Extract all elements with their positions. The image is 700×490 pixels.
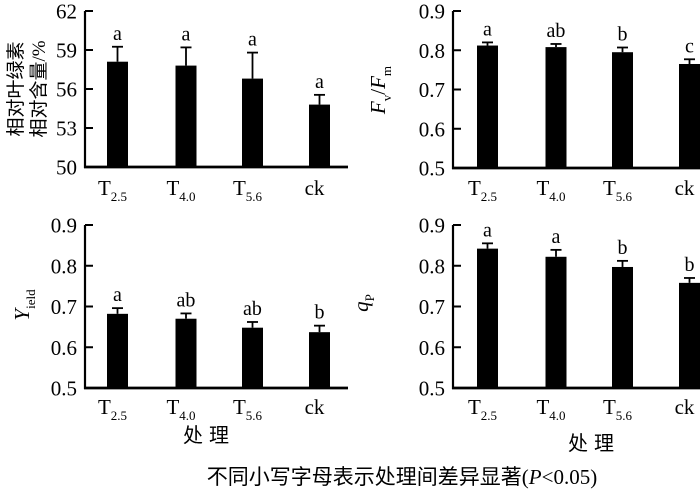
y-tick-label: 59 bbox=[56, 39, 77, 63]
x-tick-label: ck bbox=[305, 395, 325, 419]
sig-letter: a bbox=[113, 23, 122, 45]
x-tick-label: T2.5 bbox=[98, 395, 127, 423]
y-tick-label: 0.5 bbox=[419, 157, 445, 181]
y-axis-label: Yield bbox=[10, 289, 38, 321]
y-tick-label: 62 bbox=[56, 0, 77, 24]
sig-letter: c bbox=[685, 35, 694, 57]
y-tick-label: 0.8 bbox=[419, 254, 445, 278]
bar-T5.6 bbox=[242, 78, 263, 167]
x-tick-label: T5.6 bbox=[233, 395, 263, 423]
sig-letter: a bbox=[315, 71, 324, 93]
sig-letter: b bbox=[618, 24, 628, 46]
x-tick-label: T4.0 bbox=[536, 395, 565, 423]
y-tick-label: 56 bbox=[56, 78, 77, 102]
sig-letter: a bbox=[483, 219, 492, 241]
sig-letter: a bbox=[113, 284, 122, 306]
x-tick-label: ck bbox=[675, 395, 695, 419]
svg-text:相对叶绿素: 相对叶绿素 bbox=[5, 41, 27, 136]
x-axis-label: 处理 bbox=[183, 424, 235, 447]
y-tick-label: 0.8 bbox=[419, 39, 445, 63]
svg-text:相对含量/%: 相对含量/% bbox=[28, 40, 50, 137]
caption-suffix: <0.05) bbox=[541, 465, 598, 489]
sig-letter: a bbox=[552, 226, 561, 248]
caption-prefix: 不同小写字母表示处理间差异显著( bbox=[206, 465, 529, 489]
panel-bottom-right: 0.5 0.6 0.7 0.8 0.9 a T2.5 a T4.0 b T5.6 b ck qP 处理 bbox=[349, 214, 700, 455]
y-tick-label: 0.9 bbox=[419, 214, 445, 238]
x-tick-label: T4.0 bbox=[536, 176, 565, 204]
x-tick-label: ck bbox=[675, 176, 695, 200]
bar-T4.0 bbox=[175, 65, 197, 167]
y-tick-label: 0.9 bbox=[51, 214, 77, 238]
x-tick-label: T5.6 bbox=[233, 176, 263, 204]
sig-letter: a bbox=[483, 18, 492, 40]
x-tick-label: T2.5 bbox=[98, 176, 127, 204]
bar-T2.5 bbox=[477, 248, 498, 388]
y-tick-label: 0.5 bbox=[419, 377, 445, 401]
y-tick-label: 0.7 bbox=[419, 78, 445, 102]
svg-text:qP: qP bbox=[349, 294, 377, 312]
y-tick-label: 0.6 bbox=[419, 336, 445, 360]
caption-p-variable: P bbox=[528, 465, 542, 489]
sig-letter: a bbox=[248, 29, 257, 51]
y-tick-label: 0.8 bbox=[51, 254, 77, 278]
bar-ck bbox=[679, 282, 700, 388]
bar-T2.5 bbox=[107, 313, 128, 388]
sig-letter: b bbox=[685, 254, 695, 276]
bar-T4.0 bbox=[545, 256, 567, 388]
x-tick-label: T2.5 bbox=[468, 395, 497, 423]
x-tick-label: T2.5 bbox=[468, 176, 497, 204]
bar-T2.5 bbox=[477, 45, 498, 168]
x-tick-label: T5.6 bbox=[603, 395, 633, 423]
y-tick-label: 0.9 bbox=[419, 0, 445, 24]
bar-T4.0 bbox=[545, 47, 567, 168]
y-tick-label: 0.6 bbox=[51, 336, 77, 360]
panel-top-left: 50 53 56 59 62 a T2.5 a T4.0 a T5.6 a ck 相对叶绿素 相对含量/% bbox=[5, 0, 348, 204]
figure-caption: 不同小写字母表示处理间差异显著(P<0.05) bbox=[207, 461, 597, 490]
x-tick-label: T5.6 bbox=[603, 176, 633, 204]
sig-letter: b bbox=[618, 237, 628, 259]
bar-ck bbox=[309, 332, 330, 388]
bar-ck bbox=[309, 104, 330, 167]
bar-T2.5 bbox=[107, 61, 128, 168]
x-tick-label: T4.0 bbox=[166, 395, 195, 423]
y-tick-label: 0.6 bbox=[419, 117, 445, 141]
y-tick-label: 0.7 bbox=[51, 295, 77, 319]
svg-text:Yield: Yield bbox=[10, 289, 38, 321]
sig-letter: ab bbox=[243, 298, 262, 320]
y-tick-label: 0.5 bbox=[51, 377, 77, 401]
x-tick-label: ck bbox=[305, 176, 325, 200]
sig-letter: a bbox=[182, 23, 191, 45]
panel-top-right: 0.5 0.6 0.7 0.8 0.9 a T2.5 ab T4.0 b T5.6 c ck Fv/Fm bbox=[366, 0, 700, 204]
bar-T4.0 bbox=[175, 318, 197, 388]
y-axis-label: qP bbox=[349, 294, 377, 312]
y-axis-label: 相对叶绿素 相对含量/% bbox=[5, 40, 50, 137]
bar-T5.6 bbox=[242, 327, 263, 388]
bar-ck bbox=[679, 63, 700, 168]
y-tick-label: 0.7 bbox=[419, 295, 445, 319]
panel-bottom-left: 0.5 0.6 0.7 0.8 0.9 a T2.5 ab T4.0 ab T5.6 b ck Yield… bbox=[10, 214, 348, 447]
sig-letter: ab bbox=[177, 289, 196, 311]
bar-T5.6 bbox=[612, 266, 633, 388]
y-tick-label: 50 bbox=[56, 156, 77, 180]
sig-letter: ab bbox=[547, 20, 566, 42]
x-axis-label: 处理 bbox=[568, 432, 620, 455]
x-tick-label: T4.0 bbox=[166, 176, 195, 204]
svg-text:Fv/Fm: Fv/Fm bbox=[366, 66, 394, 115]
sig-letter: b bbox=[315, 302, 325, 324]
y-tick-label: 53 bbox=[56, 117, 77, 141]
bar-T5.6 bbox=[612, 52, 633, 168]
y-axis-label: Fv/Fm bbox=[366, 66, 394, 115]
